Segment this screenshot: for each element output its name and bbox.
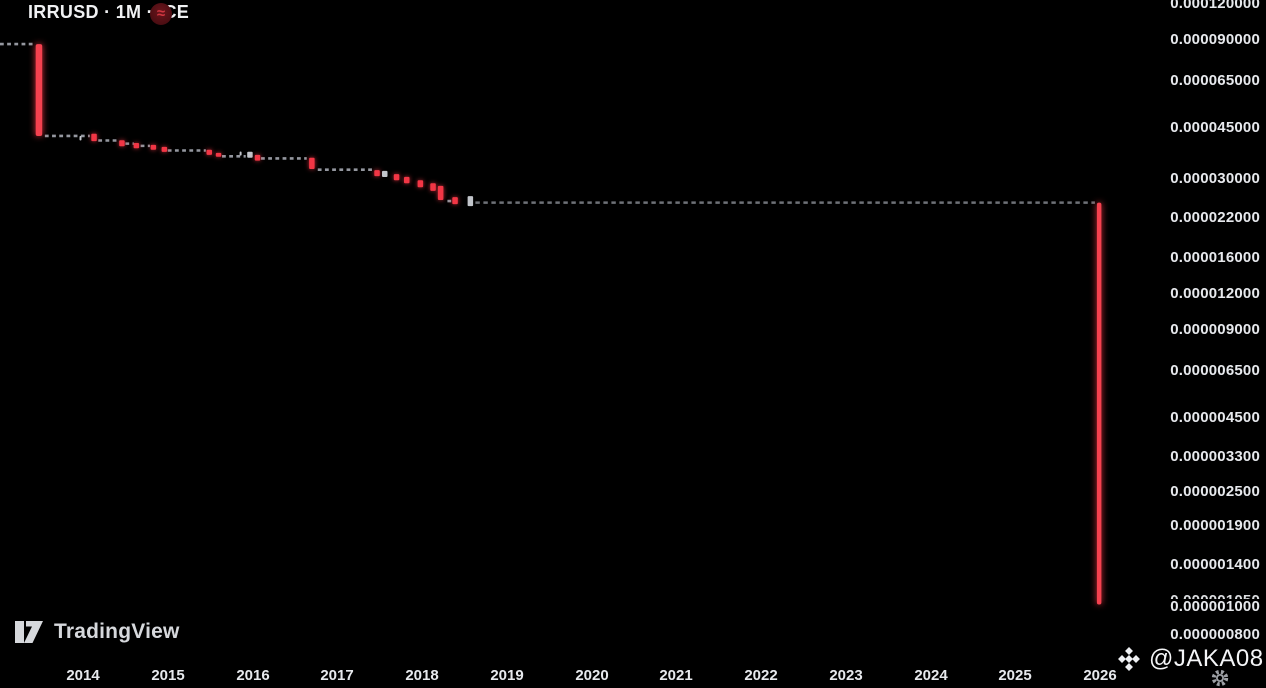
candle [215,152,222,157]
candle [374,170,380,177]
price-tick-label: 0.000090000 [1170,31,1260,48]
price-tick-label: 0.000004500 [1170,409,1260,426]
data-delay-badge[interactable]: ≈ [150,3,172,25]
price-tick-label: 0.000000800 [1170,626,1260,643]
candle [161,146,168,152]
price-tick-label: 0.000009000 [1170,321,1260,338]
tradingview-logo-text: TradingView [54,620,180,643]
candle [150,144,157,150]
candle [133,143,140,149]
candle [437,185,444,200]
price-tick-label: 0.000030000 [1170,170,1260,187]
gear-icon[interactable] [1209,668,1231,688]
diamond-logo-icon [1116,646,1142,672]
price-tick-label: 0.000002500 [1170,483,1260,500]
candle [239,151,242,156]
candle [417,180,424,188]
price-tick-label: 0.000065000 [1170,72,1260,89]
price-tick-label: 0.000120000 [1170,0,1260,12]
candle [35,44,43,136]
year-tick-label: 2017 [320,667,354,684]
year-tick-label: 2023 [829,667,863,684]
year-tick-label: 2024 [914,667,948,684]
year-tick-label: 2019 [490,667,524,684]
candle [254,154,261,161]
candle [393,174,400,181]
candle [467,196,474,207]
candle [247,151,253,158]
candle [79,135,82,141]
candle [1096,202,1102,605]
price-tick-label: 0.000006500 [1170,362,1260,379]
candle [382,170,388,177]
watermark: @JAKA08 [1116,645,1264,673]
candle [91,133,97,142]
symbol-title[interactable]: IRRUSD · 1M · ICE [28,2,190,22]
candle [404,176,410,184]
price-tick-label: 0.000045000 [1170,119,1260,136]
tradingview-icon [14,620,45,644]
candle [119,140,125,147]
year-tick-label: 2018 [405,667,439,684]
candle [452,197,458,205]
approx-equal-icon: ≈ [156,4,166,22]
year-tick-label: 2022 [744,667,778,684]
watermark-handle: @JAKA08 [1149,645,1264,672]
tradingview-logo[interactable]: TradingView [14,620,180,644]
price-tick-label: 0.000012000 [1170,285,1260,302]
price-tick-label: 0.000001000 [1166,599,1260,615]
candle [430,183,436,191]
year-tick-label: 2014 [66,667,100,684]
price-tick-label: 0.000003300 [1170,448,1260,465]
year-tick-label: 2026 [1083,667,1117,684]
year-tick-label: 2016 [236,667,270,684]
year-tick-label: 2025 [998,667,1032,684]
price-tick-label: 0.000001900 [1170,517,1260,534]
year-tick-label: 2020 [575,667,609,684]
year-tick-label: 2015 [151,667,185,684]
candle [309,157,315,169]
price-tick-label: 0.000022000 [1170,209,1260,226]
price-tick-label: 0.000001400 [1170,556,1260,573]
year-tick-label: 2021 [659,667,693,684]
candle [206,149,212,155]
price-tick-label: 0.000016000 [1170,249,1260,266]
